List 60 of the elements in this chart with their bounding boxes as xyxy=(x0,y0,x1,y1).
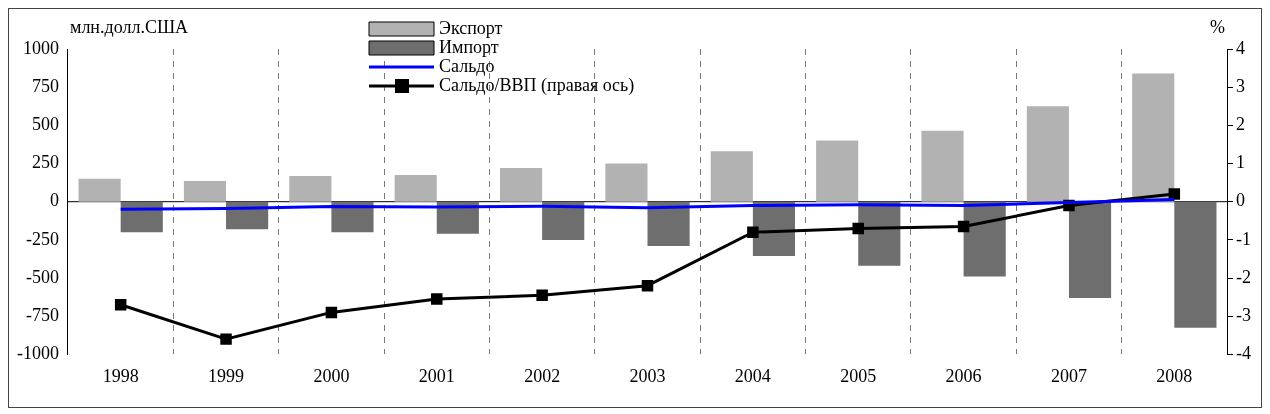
point xyxy=(641,279,654,292)
bar xyxy=(647,201,690,246)
point xyxy=(114,299,127,311)
y2-tick-label: 0 xyxy=(1236,190,1246,211)
x-tick-label: 2008 xyxy=(1156,365,1193,386)
bar xyxy=(436,201,479,234)
y2-tick-label: 3 xyxy=(1236,75,1246,96)
point xyxy=(220,333,232,345)
bar xyxy=(289,176,332,202)
x-tick-label: 2005 xyxy=(840,365,877,386)
bar xyxy=(710,151,753,202)
x-tick-label: 2002 xyxy=(524,365,561,386)
y2-tick-label: 1 xyxy=(1236,152,1246,173)
y-tick-label: 750 xyxy=(31,75,59,96)
bar xyxy=(1132,73,1175,202)
point xyxy=(747,226,759,238)
point xyxy=(536,289,548,301)
x-tick-label: 2006 xyxy=(945,365,982,386)
bar xyxy=(605,163,648,202)
y-tick-label: -500 xyxy=(25,266,59,287)
point xyxy=(852,222,864,235)
bar xyxy=(921,130,964,202)
y2-tick-label: -3 xyxy=(1236,304,1252,325)
bar xyxy=(78,178,121,202)
bar xyxy=(816,140,859,202)
y2-tick-label: -4 xyxy=(1236,343,1252,364)
bar xyxy=(1068,201,1112,298)
bar xyxy=(963,201,1006,277)
y2-tick-label: 2 xyxy=(1236,114,1246,135)
x-tick-label: 2001 xyxy=(418,365,455,386)
point xyxy=(1168,188,1181,200)
y-axis-title: млн.долл.США xyxy=(69,16,189,37)
bar xyxy=(1174,201,1217,328)
x-tick-label: 2007 xyxy=(1050,365,1087,386)
legend-label: Экспорт xyxy=(439,17,503,38)
point xyxy=(431,293,443,305)
point xyxy=(957,220,970,233)
x-tick-label: 2000 xyxy=(313,365,350,386)
bar xyxy=(499,168,543,202)
y2-axis-title: % xyxy=(1210,16,1226,37)
y2-tick-label: -1 xyxy=(1236,228,1252,249)
bar xyxy=(1026,106,1069,202)
x-tick-label: 2003 xyxy=(629,365,666,386)
y-tick-label: 500 xyxy=(31,114,59,135)
y-tick-label: -750 xyxy=(25,304,59,325)
bar xyxy=(331,201,374,233)
y2-tick-label: 4 xyxy=(1236,37,1246,58)
y-tick-label: 0 xyxy=(49,190,59,211)
y-tick-label: -250 xyxy=(25,228,59,249)
y-tick-label: 250 xyxy=(31,152,59,173)
x-tick-label: 1999 xyxy=(208,365,245,386)
x-tick-label: 1998 xyxy=(102,365,139,386)
bar xyxy=(542,201,585,240)
bar xyxy=(394,174,437,202)
point xyxy=(325,306,338,319)
y2-tick-label: -2 xyxy=(1236,266,1252,287)
x-tick-label: 2004 xyxy=(734,365,771,386)
bar xyxy=(183,181,227,202)
y-tick-label: -1000 xyxy=(16,343,59,364)
y-tick-label: 1000 xyxy=(22,37,59,58)
